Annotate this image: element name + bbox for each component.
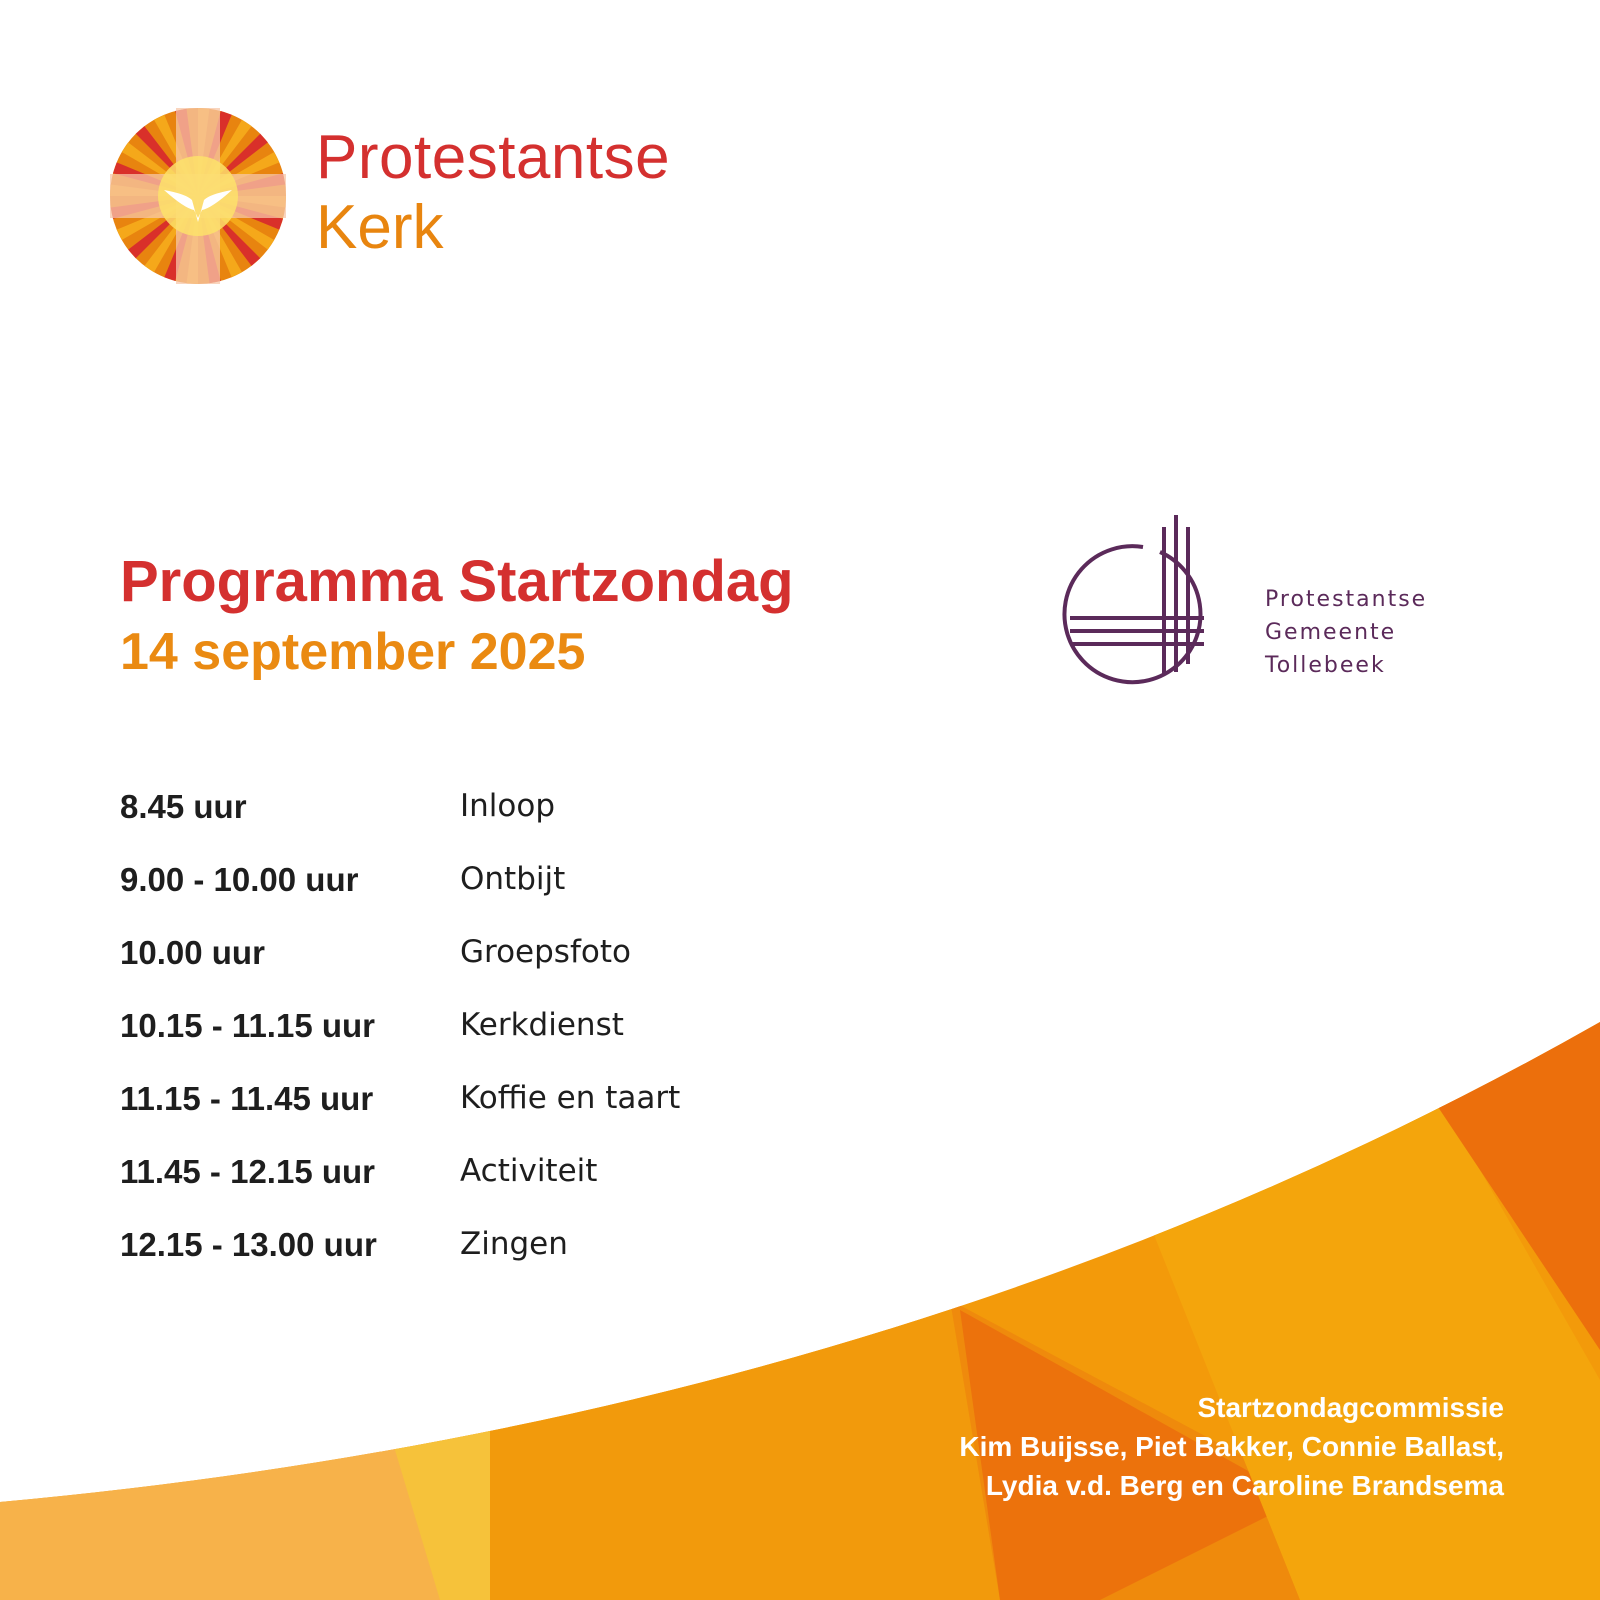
local-church-logo-icon: [1062, 515, 1204, 685]
schedule-row: 12.15 - 13.00 uur Zingen: [120, 1226, 680, 1299]
org-line: Tollebeek: [1265, 653, 1386, 678]
pkn-logo-icon: [110, 108, 286, 284]
schedule-time: 12.15 - 13.00 uur: [120, 1226, 377, 1263]
schedule-time: 10.15 - 11.15 uur: [120, 1007, 375, 1044]
credits: Startzondagcommissie Kim Buijsse, Piet B…: [959, 1388, 1504, 1505]
schedule-time: 8.45 uur: [120, 788, 247, 825]
schedule-row: 11.15 - 11.45 uur Koffie en taart: [120, 1080, 680, 1153]
brand-line1: Protestantse: [316, 123, 671, 192]
schedule-list: 8.45 uur Inloop 9.00 - 10.00 uur Ontbijt 10.…: [120, 788, 680, 1299]
schedule-activity: Groepsfoto: [460, 934, 631, 970]
local-church-name: Protestantse Gemeente Tollebeek: [1265, 583, 1427, 682]
schedule-row: 10.00 uur Groepsfoto: [120, 934, 680, 1007]
credits-heading: Startzondagcommissie: [1197, 1392, 1504, 1423]
schedule-activity: Ontbijt: [460, 861, 566, 897]
schedule-row: 11.45 - 12.15 uur Activiteit: [120, 1153, 680, 1226]
schedule-activity: Inloop: [460, 788, 556, 824]
brand-line2: Kerk: [316, 193, 444, 262]
schedule-activity: Kerkdienst: [460, 1007, 624, 1043]
page-title: Programma Startzondag: [120, 549, 794, 614]
schedule-time: 11.15 - 11.45 uur: [120, 1080, 374, 1117]
schedule-time: 10.00 uur: [120, 934, 265, 971]
credits-names: Kim Buijsse, Piet Bakker, Connie Ballast…: [959, 1431, 1504, 1462]
schedule-row: 8.45 uur Inloop: [120, 788, 680, 861]
schedule-activity: Activiteit: [460, 1153, 598, 1189]
schedule-time: 9.00 - 10.00 uur: [120, 861, 359, 898]
org-line: Gemeente: [1265, 620, 1397, 645]
schedule-time: 11.45 - 12.15 uur: [120, 1153, 375, 1190]
org-line: Protestantse: [1265, 587, 1428, 612]
schedule-row: 10.15 - 11.15 uur Kerkdienst: [120, 1007, 680, 1080]
schedule-row: 9.00 - 10.00 uur Ontbijt: [120, 861, 680, 934]
schedule-activity: Zingen: [460, 1226, 568, 1262]
event-date: 14 september 2025: [120, 623, 586, 681]
schedule-activity: Koffie en taart: [460, 1080, 681, 1116]
credits-names: Lydia v.d. Berg en Caroline Brandsema: [985, 1470, 1504, 1501]
